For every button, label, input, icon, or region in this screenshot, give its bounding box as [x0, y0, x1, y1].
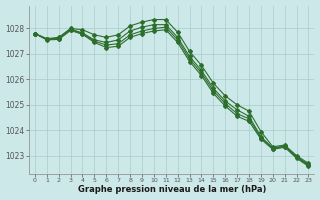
X-axis label: Graphe pression niveau de la mer (hPa): Graphe pression niveau de la mer (hPa)	[77, 185, 266, 194]
